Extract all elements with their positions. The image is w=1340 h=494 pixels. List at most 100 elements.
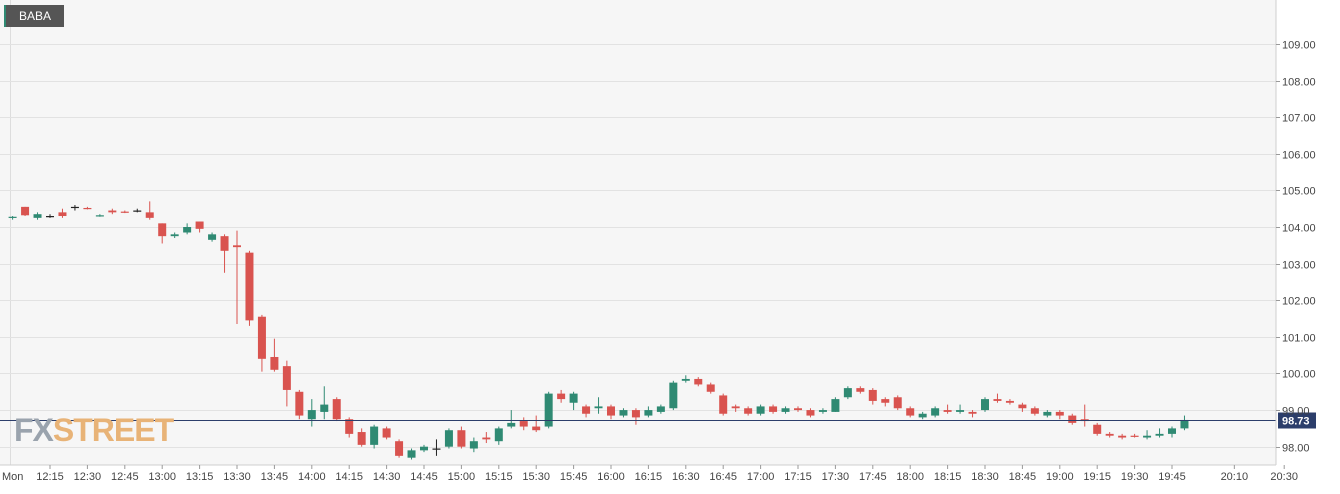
x-tick-label: 18:30 bbox=[971, 471, 999, 483]
candle bbox=[906, 406, 915, 418]
candle bbox=[320, 386, 329, 420]
candle bbox=[395, 439, 404, 458]
candle-body bbox=[370, 426, 379, 445]
x-tick-label: 19:15 bbox=[1083, 471, 1111, 483]
x-tick-label: 14:15 bbox=[335, 471, 363, 483]
y-axis: 98.00 99.00 100.00 101.00 102.00 103.00 104.00… bbox=[1275, 0, 1316, 465]
candle-body bbox=[906, 408, 915, 416]
candle-body bbox=[631, 410, 640, 418]
candle-body bbox=[46, 216, 54, 218]
candle bbox=[1093, 422, 1102, 436]
candle bbox=[46, 214, 54, 218]
candle-body bbox=[856, 388, 865, 392]
candle bbox=[170, 232, 179, 238]
candle bbox=[868, 388, 877, 405]
x-tick-label: 15:00 bbox=[448, 471, 476, 483]
candle-body bbox=[1155, 433, 1164, 436]
candle bbox=[781, 406, 790, 414]
candle-body bbox=[108, 210, 117, 213]
candle-body bbox=[1030, 408, 1039, 414]
candle-body bbox=[1143, 435, 1152, 438]
candle-body bbox=[781, 408, 790, 412]
x-tick-label: 17:30 bbox=[822, 471, 850, 483]
watermark-fx: FX bbox=[14, 412, 54, 448]
candle bbox=[1155, 428, 1164, 438]
candle bbox=[108, 208, 117, 215]
candle bbox=[631, 408, 640, 425]
candle-body bbox=[756, 406, 765, 414]
candle bbox=[1005, 399, 1014, 405]
candle-body bbox=[893, 397, 902, 409]
candle bbox=[918, 411, 927, 420]
candle bbox=[469, 437, 478, 453]
candle-body bbox=[233, 245, 241, 248]
candle bbox=[943, 404, 952, 414]
candle bbox=[769, 404, 778, 414]
candle-body bbox=[95, 215, 104, 217]
candle-body bbox=[818, 410, 827, 412]
candle-body bbox=[444, 430, 453, 447]
candle-body bbox=[868, 389, 877, 401]
candle-body bbox=[1130, 435, 1139, 437]
candle-body bbox=[656, 406, 665, 412]
candle-body bbox=[507, 422, 516, 427]
candle-body bbox=[120, 211, 129, 213]
candle-body bbox=[494, 428, 503, 442]
candle bbox=[1018, 402, 1027, 412]
candle bbox=[145, 201, 154, 220]
y-tick-label: 103.00 bbox=[1282, 260, 1316, 272]
y-tick-label: 106.00 bbox=[1282, 150, 1316, 162]
candle bbox=[731, 404, 740, 412]
candle bbox=[744, 406, 753, 416]
candle bbox=[1118, 433, 1127, 440]
candle bbox=[270, 338, 279, 372]
candle-body bbox=[532, 426, 541, 431]
candle bbox=[33, 212, 42, 220]
candle-body bbox=[220, 236, 229, 251]
candle bbox=[58, 208, 67, 218]
x-tick-label: 15:45 bbox=[560, 471, 588, 483]
candle bbox=[993, 393, 1002, 403]
candles-layer bbox=[8, 201, 1189, 460]
candle bbox=[756, 404, 765, 416]
candle-body bbox=[21, 206, 30, 216]
y-tick-label: 98.00 bbox=[1282, 443, 1310, 455]
candle bbox=[432, 439, 441, 456]
x-tick-label: 20:30 bbox=[1270, 471, 1298, 483]
candle bbox=[843, 386, 852, 400]
candle bbox=[956, 404, 965, 414]
symbol-badge[interactable]: BABA bbox=[4, 5, 64, 27]
candle-body bbox=[469, 441, 478, 449]
x-tick-label: 17:00 bbox=[747, 471, 775, 483]
candle bbox=[706, 382, 715, 394]
candle-body bbox=[70, 206, 79, 209]
candle bbox=[357, 428, 366, 447]
candle-body bbox=[307, 410, 316, 420]
plot-background bbox=[0, 0, 1276, 465]
candle-body bbox=[420, 446, 428, 451]
x-tick-label: 16:45 bbox=[709, 471, 737, 483]
candle-body bbox=[931, 408, 940, 416]
x-tick-label: 18:00 bbox=[896, 471, 924, 483]
candle-body bbox=[295, 391, 304, 416]
candle bbox=[257, 314, 266, 372]
x-tick-label: 14:30 bbox=[373, 471, 401, 483]
candle-body bbox=[8, 216, 17, 218]
x-tick-label: 17:45 bbox=[859, 471, 887, 483]
x-tick-label: 12:45 bbox=[111, 471, 139, 483]
candle-body bbox=[557, 393, 566, 400]
y-tick-label: 100.00 bbox=[1282, 369, 1316, 381]
candle-body bbox=[582, 406, 591, 414]
candle-body bbox=[831, 399, 840, 412]
candle bbox=[245, 250, 254, 326]
y-tick-label: 104.00 bbox=[1282, 223, 1316, 235]
candle-body bbox=[694, 378, 703, 385]
y-tick-label: 109.00 bbox=[1282, 40, 1316, 52]
last-price-label: 98.73 bbox=[1282, 416, 1310, 428]
candle-body bbox=[544, 393, 553, 427]
candle-body bbox=[58, 212, 67, 217]
candle bbox=[1043, 410, 1052, 418]
y-tick-label: 99.00 bbox=[1282, 406, 1310, 418]
